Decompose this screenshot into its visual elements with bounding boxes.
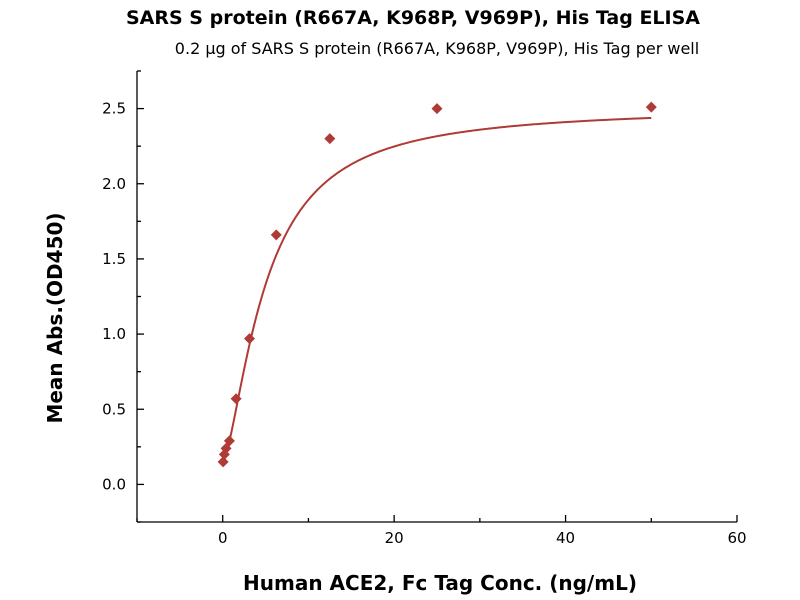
y-axis-label: Mean Abs.(OD450) <box>43 212 67 423</box>
fit-curve <box>222 116 652 462</box>
y-tick-label: 1.0 <box>102 325 126 343</box>
x-tick-label: 60 <box>727 529 746 547</box>
y-tick-label: 2.0 <box>102 175 126 193</box>
data-point <box>324 133 336 145</box>
x-tick-label: 20 <box>385 529 404 547</box>
data-point <box>270 229 282 241</box>
data-points <box>217 101 657 468</box>
x-tick-label: 40 <box>556 529 575 547</box>
y-tick-label: 0.5 <box>102 400 126 418</box>
y-tick-label: 0.0 <box>102 475 126 493</box>
y-tick-label: 1.5 <box>102 250 126 268</box>
data-point <box>431 103 443 115</box>
data-point <box>645 101 657 113</box>
y-tick-label: 2.5 <box>102 100 126 118</box>
axis-ticks <box>136 70 738 523</box>
axis-tick-labels: 0.0 0.5 1.0 1.5 2.0 2.5 0 20 40 60 <box>102 100 746 547</box>
x-tick-label: 0 <box>218 529 228 547</box>
chart-title: SARS S protein (R667A, K968P, V969P), Hi… <box>126 7 700 29</box>
x-axis-label: Human ACE2, Fc Tag Conc. (ng/mL) <box>243 571 637 595</box>
chart-subtitle: 0.2 µg of SARS S protein (R667A, K968P, … <box>175 39 699 58</box>
data-point <box>217 456 229 468</box>
data-point <box>244 333 255 345</box>
data-point <box>223 435 235 447</box>
data-point <box>230 393 242 405</box>
